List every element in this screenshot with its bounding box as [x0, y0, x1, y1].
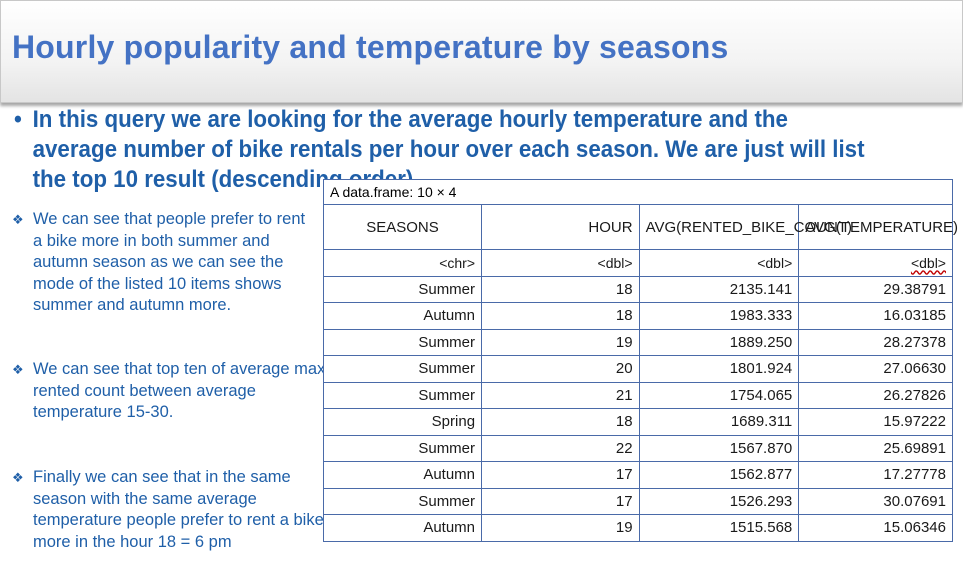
- avg-temperature-cell: 17.27778: [798, 461, 952, 489]
- note-item: ❖ We can see that top ten of average max…: [12, 359, 333, 424]
- season-cell: Autumn: [324, 514, 483, 541]
- avg-rented-count-cell: 1801.924: [639, 355, 800, 383]
- type-cell: <dbl>: [798, 249, 952, 277]
- column-header-seasons: SEASONS: [324, 205, 483, 250]
- type-label: <dbl>: [910, 254, 946, 271]
- hour-cell: 18: [481, 408, 640, 436]
- hour-cell: 19: [481, 514, 640, 541]
- diamond-bullet-icon: ❖: [12, 362, 24, 377]
- table-row: Autumn 18 1983.333 16.03185: [324, 302, 952, 330]
- header-row: SEASONS HOUR AVG(RENTED_BIKE_COUNT) AVG(…: [324, 205, 958, 250]
- notes-list: ❖ We can see that people prefer to rent …: [12, 209, 325, 551]
- table-row: Autumn 17 1562.877 17.27778: [324, 461, 952, 489]
- table-row: Summer 22 1567.870 25.69891: [324, 435, 952, 462]
- season-cell: Summer: [324, 435, 483, 462]
- column-header-avg-temperature: AVG(TEMPERATURE): [798, 205, 958, 250]
- bullet-icon: •: [14, 106, 22, 133]
- note-text: We can see that top ten of average max r…: [33, 360, 326, 421]
- avg-rented-count-cell: 1567.870: [639, 435, 800, 462]
- avg-rented-count-cell: 1889.250: [639, 329, 800, 356]
- table-row: Summer 17 1526.293 30.07691: [324, 488, 952, 515]
- column-header-hour: HOUR: [481, 205, 640, 250]
- dataframe-table: A data.frame: 10 × 4 SEASONS HOUR AVG(RE…: [323, 179, 958, 542]
- note-text: We can see that people prefer to rent a …: [33, 210, 306, 314]
- avg-rented-count-cell: 1515.568: [639, 514, 800, 541]
- avg-temperature-cell: 16.03185: [798, 302, 952, 330]
- avg-rented-count-cell: 1754.065: [639, 382, 800, 409]
- season-cell: Autumn: [324, 461, 483, 489]
- diamond-bullet-icon: ❖: [12, 470, 24, 485]
- table-row: Summer 18 2135.141 29.38791: [324, 276, 952, 303]
- season-cell: Spring: [324, 408, 483, 436]
- avg-temperature-cell: 15.06346: [883, 519, 946, 537]
- avg-rented-count-cell: 1689.311: [639, 408, 800, 436]
- avg-rented-count-cell: 1562.877: [639, 461, 800, 489]
- type-row: <chr> <dbl> <dbl> <dbl>: [324, 249, 952, 277]
- avg-temperature-cell: 29.38791: [798, 276, 952, 303]
- hour-cell: 19: [481, 329, 640, 356]
- slide-title: Hourly popularity and temperature by sea…: [12, 29, 729, 65]
- type-cell: <dbl>: [639, 249, 800, 277]
- avg-temperature-cell: 26.27826: [798, 382, 952, 409]
- diamond-bullet-icon: ❖: [12, 212, 24, 227]
- season-cell: Summer: [324, 382, 483, 409]
- table-row: Summer 20 1801.924 27.06630: [324, 355, 952, 383]
- season-cell: Autumn: [324, 302, 483, 330]
- note-item: ❖ Finally we can see that in the same se…: [12, 467, 333, 553]
- results-table: SEASONS HOUR AVG(RENTED_BIKE_COUNT) AVG(…: [324, 205, 958, 541]
- avg-rented-count-cell: 2135.141: [639, 276, 800, 303]
- hour-cell: 18: [481, 276, 640, 303]
- avg-temperature-cell: 28.27378: [798, 329, 952, 356]
- column-header-avg-rented-bike-count: AVG(RENTED_BIKE_COUNT): [639, 205, 852, 250]
- season-cell: Summer: [324, 276, 483, 303]
- intro-text: In this query we are looking for the ave…: [32, 106, 865, 193]
- intro-paragraph: • In this query we are looking for the a…: [14, 105, 870, 195]
- season-cell: Summer: [324, 488, 483, 515]
- type-cell: <dbl>: [481, 249, 640, 277]
- season-cell: Summer: [324, 355, 483, 383]
- hour-cell: 17: [481, 488, 640, 515]
- season-cell: Summer: [324, 329, 483, 356]
- title-bar: Hourly popularity and temperature by sea…: [0, 0, 963, 103]
- hour-cell: 18: [481, 302, 640, 330]
- avg-temperature-cell: 30.07691: [798, 488, 952, 515]
- note-text: Finally we can see that in the same seas…: [33, 468, 324, 551]
- avg-temperature-cell: 25.69891: [798, 435, 952, 462]
- table-row: Autumn 19 1515.568 15.06346: [324, 514, 952, 541]
- hour-cell: 17: [481, 461, 640, 489]
- avg-temperature-cell: 15.97222: [798, 408, 952, 436]
- avg-rented-count-cell: 1526.293: [639, 488, 800, 515]
- avg-rented-count-cell: 1983.333: [639, 302, 800, 330]
- note-item: ❖ We can see that people prefer to rent …: [12, 209, 312, 317]
- type-cell: <chr>: [324, 249, 483, 277]
- hour-cell: 22: [481, 435, 640, 462]
- avg-temperature-cell: 27.06630: [798, 355, 952, 383]
- table-row: Summer 19 1889.250 28.27378: [324, 329, 952, 356]
- dataframe-caption: A data.frame: 10 × 4: [324, 180, 952, 205]
- hour-cell: 21: [481, 382, 640, 409]
- table-row: Spring 18 1689.311 15.97222: [324, 408, 952, 436]
- hour-cell: 20: [481, 355, 640, 383]
- table-row: Summer 21 1754.065 26.27826: [324, 382, 952, 409]
